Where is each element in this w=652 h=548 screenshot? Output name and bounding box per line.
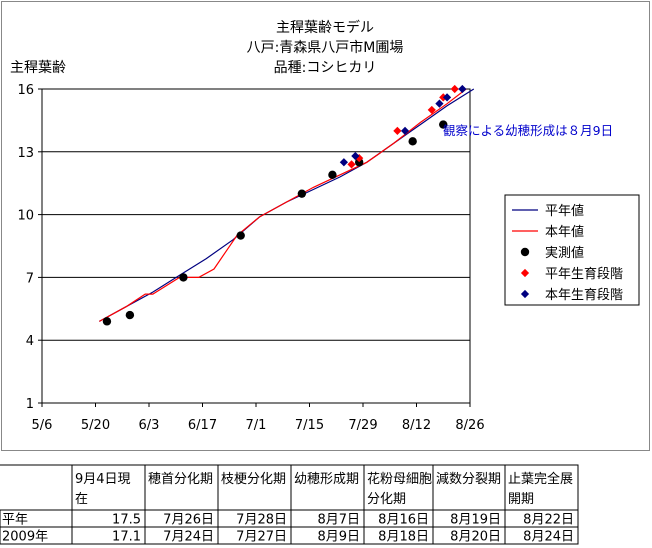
- y-tick-label: 4: [26, 334, 34, 349]
- y-tick-label: 10: [17, 209, 34, 224]
- table-cell-text: 8月7日: [317, 513, 360, 528]
- data-point: [179, 273, 188, 282]
- data-point: [393, 126, 402, 135]
- table-cell-text: 8月9日: [317, 530, 360, 545]
- x-tick-label: 7/15: [295, 418, 324, 433]
- table-cell-text: 17.5: [112, 513, 141, 528]
- legend-item: 平年値: [512, 203, 584, 219]
- table-cell-text: 8月19日: [450, 513, 501, 528]
- table-header-text: 花粉母細胞: [367, 471, 432, 487]
- table-cell-text: 7月27日: [236, 530, 287, 545]
- legend-label: 平年生育段階: [545, 266, 623, 282]
- x-tick-label: 7/29: [348, 418, 377, 433]
- plot-area: [41, 88, 471, 404]
- data-point: [236, 231, 245, 240]
- x-tick-label: 7/1: [246, 418, 267, 433]
- legend-item: 本年生育段階: [520, 287, 623, 303]
- data-point: [297, 189, 307, 198]
- data-point: [520, 268, 530, 278]
- annotation-text: 観察による幼穂形成は８月9日: [443, 123, 613, 138]
- series-2: [102, 120, 448, 326]
- data-point: [450, 84, 459, 94]
- table-cell-text: 8月24日: [523, 530, 574, 545]
- x-tick-labels: 5/6 5/20 6/3 6/17 7/1 7/15 7/29 8/12 8/26: [32, 418, 485, 433]
- table-header-text: 分化期: [367, 492, 406, 507]
- data-point: [339, 158, 348, 167]
- x-tick-label: 8/12: [402, 418, 431, 433]
- data-point: [458, 84, 467, 94]
- legend-item: 本年値: [512, 224, 584, 240]
- x-tick-label: 5/6: [32, 418, 53, 433]
- series-1: [99, 88, 467, 322]
- legend-label: 実測値: [545, 245, 584, 261]
- table-header-text: 9月4日現: [75, 472, 131, 487]
- table-cell-text: 8月20日: [450, 530, 501, 545]
- chart-title-line-1: 主稈葉齢モデル: [276, 19, 374, 36]
- y-tick-label: 1: [26, 397, 34, 412]
- data-point: [439, 120, 448, 129]
- table-cell: [504, 526, 579, 545]
- data-point: [347, 160, 356, 169]
- data-point: [102, 317, 112, 326]
- gridlines: [38, 88, 471, 407]
- legend-item: 実測値: [520, 245, 584, 261]
- y-axis-label: 主稈葉齢: [10, 60, 66, 76]
- y-tick-label: 13: [17, 146, 34, 161]
- series-line: [99, 88, 467, 322]
- data-point: [427, 105, 436, 115]
- data-point: [328, 170, 337, 180]
- legend-label: 平年値: [545, 203, 584, 219]
- y-tick-labels: 1 4 7 10 13 16: [17, 83, 34, 412]
- chart-title-line-2: 八戸:青森県八戸市M圃場: [247, 39, 404, 56]
- data-point: [408, 137, 417, 146]
- x-tick-label: 6/3: [139, 418, 160, 433]
- table-header-text: 止葉完全展: [508, 471, 573, 487]
- table-header-text: 枝梗分化期: [221, 472, 286, 487]
- table-cell-text: 平年: [2, 513, 28, 528]
- data-point: [351, 151, 360, 161]
- table-cell-text: 17.1: [112, 530, 141, 545]
- x-tick-label: 6/17: [188, 418, 217, 433]
- data-point: [400, 126, 410, 135]
- data-point: [435, 99, 444, 108]
- x-tick-label: 8/26: [455, 418, 484, 433]
- table-cell-text: 8月22日: [523, 513, 574, 528]
- y-tick-label: 16: [17, 83, 34, 98]
- series-3: [347, 84, 459, 169]
- data-point: [125, 310, 135, 320]
- data-point: [520, 289, 530, 299]
- chart-title-line-3: 品種:コシヒカリ: [274, 60, 377, 76]
- table-cell-text: 7月26日: [163, 513, 214, 528]
- data-point: [354, 158, 364, 167]
- legend-label: 本年値: [545, 224, 584, 240]
- table-header-text: 幼穂形成期: [294, 472, 359, 487]
- legend-label: 本年生育段階: [545, 287, 623, 303]
- table-header-text: 穂首分化期: [148, 472, 213, 487]
- table-header-text: 開期: [508, 492, 534, 507]
- table-cell-text: 7月28日: [236, 513, 287, 528]
- x-tick-label: 5/20: [81, 418, 110, 433]
- data-point: [442, 93, 452, 102]
- legend-item: 平年生育段階: [520, 266, 623, 282]
- series-4: [339, 84, 467, 167]
- table-cell-text: 2009年: [2, 530, 48, 545]
- table-header-text: 減数分裂期: [436, 471, 501, 487]
- data-point: [520, 247, 530, 257]
- series-layer: [99, 84, 475, 326]
- table-cell-text: 7月24日: [163, 530, 214, 545]
- table-cell-text: 8月18日: [378, 530, 429, 545]
- table-header-text: 在: [75, 492, 88, 507]
- table-cell-text: 8月16日: [378, 513, 429, 528]
- y-tick-label: 7: [26, 271, 34, 286]
